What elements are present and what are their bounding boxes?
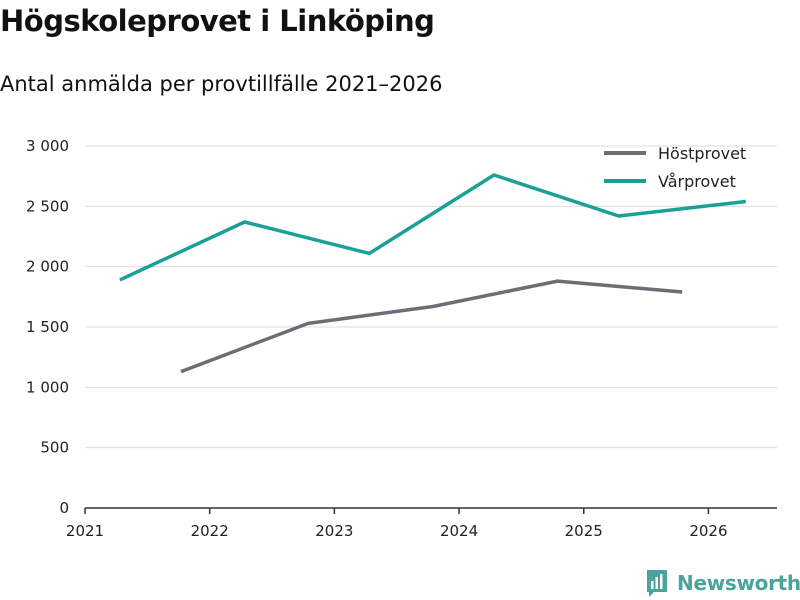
series-lines bbox=[119, 173, 746, 374]
legend-label: Höstprovet bbox=[658, 144, 746, 163]
legend: Höstprovet Vårprovet bbox=[604, 144, 746, 191]
legend-label: Vårprovet bbox=[658, 172, 736, 191]
x-axis: 2021 2022 2023 2024 2025 2026 bbox=[66, 507, 777, 540]
series-line-v-rprovet bbox=[119, 173, 746, 282]
newsworthy-brand: Newsworthy bbox=[645, 568, 800, 598]
y-tick-label: 2 500 bbox=[26, 197, 69, 215]
y-tick-label: 2 000 bbox=[26, 258, 69, 276]
gridlines bbox=[85, 145, 777, 449]
x-tick-label: 2026 bbox=[689, 522, 727, 540]
brand-name: Newsworthy bbox=[677, 571, 800, 595]
y-tick-label: 500 bbox=[40, 439, 69, 457]
chart-subtitle: Antal anmälda per provtillfälle 2021–202… bbox=[0, 72, 443, 96]
chart-title: Högskoleprovet i Linköping bbox=[0, 4, 435, 38]
x-tick-label: 2025 bbox=[565, 522, 603, 540]
y-tick-label: 0 bbox=[59, 499, 69, 517]
x-tick-label: 2023 bbox=[315, 522, 353, 540]
x-tick-label: 2021 bbox=[66, 522, 104, 540]
y-tick-label: 3 000 bbox=[26, 137, 69, 155]
series-line-h-stprovet bbox=[180, 279, 683, 374]
x-tick-label: 2022 bbox=[191, 522, 229, 540]
bar-chart-logo-icon bbox=[647, 570, 667, 597]
x-tick-label: 2024 bbox=[440, 522, 478, 540]
y-axis-labels: 0 500 1 000 1 500 2 000 2 500 3 000 bbox=[26, 137, 69, 517]
y-tick-label: 1 000 bbox=[26, 378, 69, 396]
y-tick-label: 1 500 bbox=[26, 318, 69, 336]
